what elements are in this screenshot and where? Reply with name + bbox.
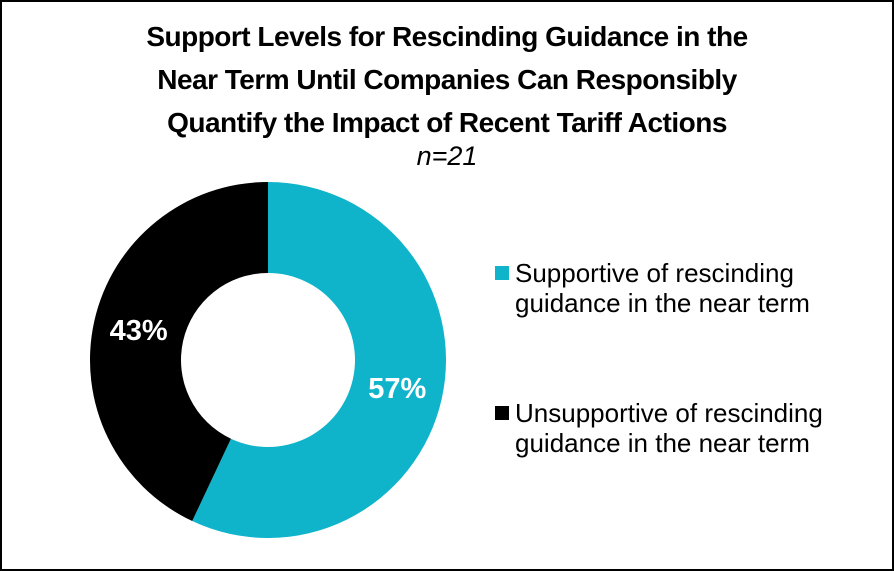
data-label-0: 57%: [368, 373, 426, 405]
legend-marker-supportive: [495, 266, 509, 280]
legend-label-unsupportive: Unsupportive of rescinding guidance in t…: [515, 398, 823, 458]
chart-title-line-1: Support Levels for Rescinding Guidance i…: [146, 21, 748, 52]
legend-item-supportive: Supportive of rescinding guidance in the…: [495, 258, 887, 318]
donut-slice-1: [89, 182, 269, 522]
chart-title-line-3: Quantify the Impact of Recent Tariff Act…: [167, 107, 727, 138]
donut-chart: 57% 43%: [78, 170, 458, 550]
legend-item-unsupportive: Unsupportive of rescinding guidance in t…: [495, 398, 887, 458]
donut-svg: 57% 43%: [89, 182, 446, 538]
donut-slice-0: [192, 182, 446, 538]
data-label-1: 43%: [110, 315, 168, 347]
legend-marker-unsupportive: [495, 406, 509, 420]
sample-size-label: n=21: [416, 141, 478, 171]
chart-legend: Supportive of rescinding guidance in the…: [495, 258, 887, 538]
chart-title-line-2: Near Term Until Companies Can Responsibl…: [157, 64, 737, 95]
chart-title: Support Levels for Rescinding Guidance i…: [2, 15, 892, 144]
legend-label-supportive: Supportive of rescinding guidance in the…: [515, 258, 810, 318]
